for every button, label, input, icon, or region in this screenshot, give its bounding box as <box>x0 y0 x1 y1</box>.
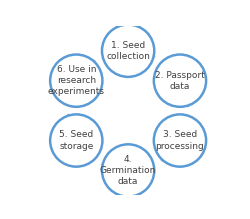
Text: 5. Seed
storage: 5. Seed storage <box>59 131 94 151</box>
Text: 3. Seed
processing: 3. Seed processing <box>156 131 204 151</box>
FancyArrow shape <box>161 151 171 162</box>
Text: 1. Seed
collection: 1. Seed collection <box>106 41 150 61</box>
FancyArrow shape <box>145 48 155 58</box>
FancyArrow shape <box>102 163 111 174</box>
Circle shape <box>154 55 206 107</box>
Text: 2. Passport
data: 2. Passport data <box>155 71 205 91</box>
FancyArrow shape <box>85 59 95 70</box>
Circle shape <box>50 55 102 107</box>
Circle shape <box>50 114 102 167</box>
Circle shape <box>102 25 154 77</box>
Text: 4.
Germination
data: 4. Germination data <box>100 155 156 186</box>
FancyArrow shape <box>182 99 194 107</box>
FancyArrow shape <box>62 114 74 122</box>
Circle shape <box>102 144 154 197</box>
Text: 6. Use in
research
experiments: 6. Use in research experiments <box>48 65 105 96</box>
Circle shape <box>154 114 206 167</box>
